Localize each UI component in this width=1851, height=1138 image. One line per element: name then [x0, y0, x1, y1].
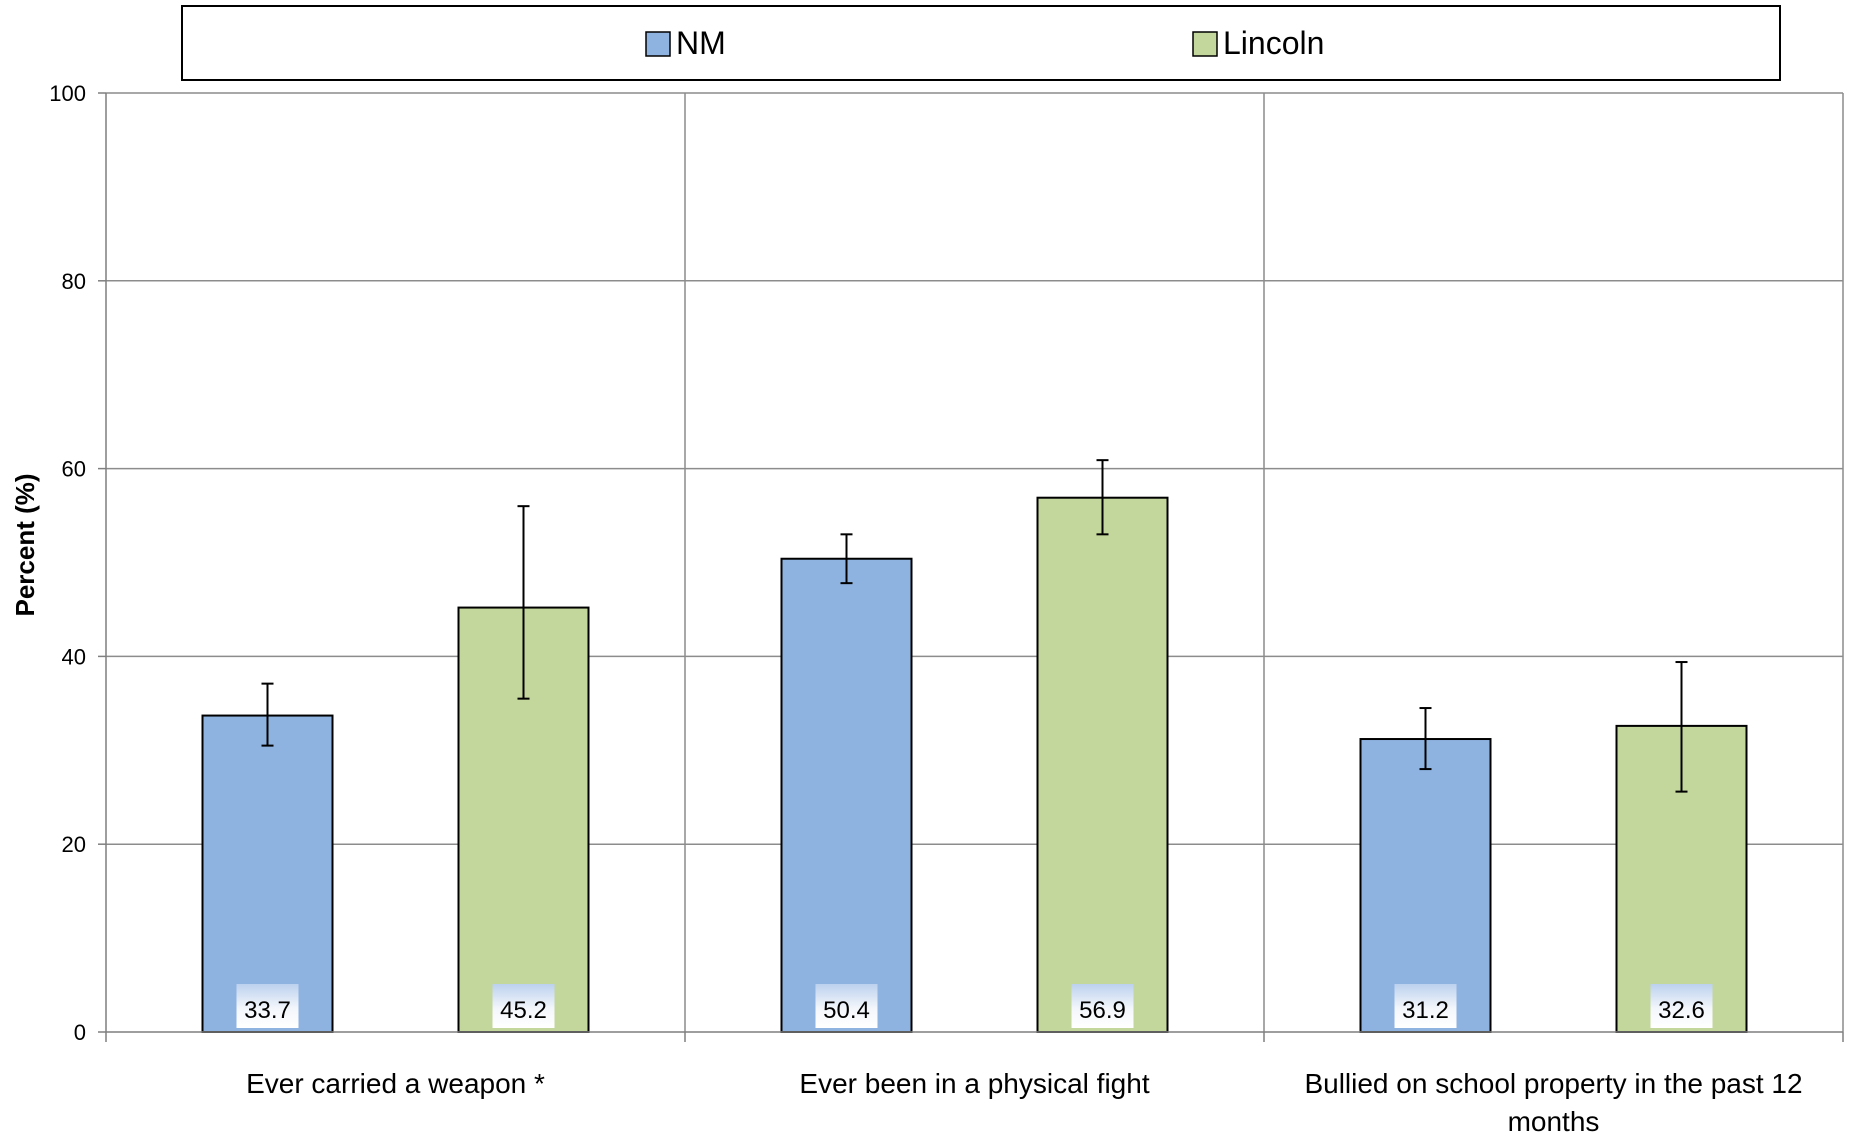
bar-lincoln [1036, 496, 1169, 1034]
data-label: 50.4 [823, 997, 870, 1024]
category-label: Bullied on school property in the past 1… [1304, 1068, 1802, 1099]
legend-label-lincoln: Lincoln [1223, 25, 1324, 61]
category-label: Ever carried a weapon * [246, 1068, 545, 1099]
bar-nm [201, 714, 334, 1033]
y-tick-label: 60 [62, 457, 86, 482]
data-label: 45.2 [500, 997, 547, 1024]
y-tick-label: 20 [62, 832, 86, 857]
data-label-box [1650, 984, 1713, 1028]
bar-nm [780, 557, 913, 1034]
y-tick-label: 80 [62, 269, 86, 294]
y-tick-label: 0 [74, 1020, 86, 1045]
bar-nm [1359, 738, 1492, 1033]
data-label-box [236, 984, 299, 1028]
legend-label-nm: NM [676, 25, 726, 61]
data-label: 33.7 [244, 997, 291, 1024]
y-axis-title: Percent (%) [10, 473, 40, 616]
data-label-box [492, 984, 555, 1028]
legend-frame [181, 5, 1781, 81]
data-label: 32.6 [1658, 997, 1705, 1024]
data-label: 31.2 [1402, 997, 1449, 1024]
legend-swatch-nm [645, 31, 671, 57]
data-label-box [1071, 984, 1134, 1028]
data-label-box [815, 984, 878, 1028]
data-label-box [1394, 984, 1457, 1028]
category-label: Ever been in a physical fight [799, 1068, 1149, 1099]
grid [106, 92, 1844, 1032]
axes [98, 92, 1844, 1042]
y-tick-label: 100 [49, 81, 86, 106]
legend: NM Lincoln [181, 5, 1781, 81]
legend-swatch-lincoln [1192, 31, 1218, 57]
bars [201, 459, 1748, 1034]
data-label: 56.9 [1079, 997, 1126, 1024]
labels: 0 20 40 60 80 100 33.7 50.4 31.2 45.2 56.9 32.6 Ever… [49, 81, 1802, 1137]
y-tick-label: 40 [62, 644, 86, 669]
category-label: months [1508, 1106, 1600, 1137]
